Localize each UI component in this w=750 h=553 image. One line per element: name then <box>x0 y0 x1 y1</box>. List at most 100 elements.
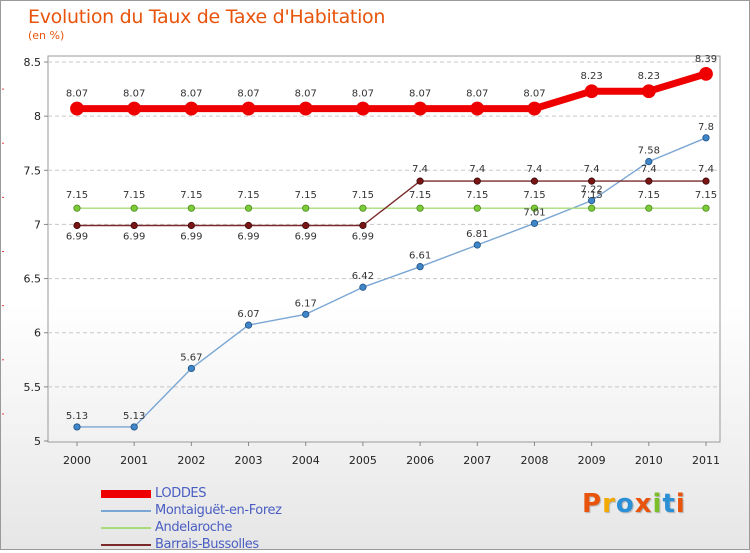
data-label-barrais: 7.4 <box>641 164 657 175</box>
data-label-montaiguet: 6.17 <box>295 298 317 309</box>
y-tick-label: 5.5 <box>24 381 42 394</box>
legend-swatch <box>101 526 151 529</box>
data-label-barrais: 6.99 <box>295 232 317 243</box>
data-point-andelaroche <box>244 204 253 212</box>
y-tick-label: 6.5 <box>24 273 42 286</box>
brand-logo: Proxiti <box>582 489 686 519</box>
data-point-barrais <box>588 177 596 185</box>
data-point-loddes <box>470 101 485 116</box>
data-label-loddes: 8.07 <box>180 89 202 100</box>
brand-letter: r <box>602 489 616 519</box>
data-point-montaiguet <box>73 423 81 431</box>
data-point-barrais <box>244 221 253 230</box>
data-label-andelaroche: 7.15 <box>352 190 374 201</box>
data-point-montaiguet <box>702 134 710 142</box>
data-point-loddes <box>584 84 599 99</box>
unit-label: (en %) <box>28 29 65 42</box>
legend-label: LODDES <box>155 486 207 501</box>
x-tick-label: 2001 <box>120 454 148 467</box>
data-label-loddes: 8.07 <box>352 89 374 100</box>
x-tick-label: 2002 <box>177 454 205 467</box>
data-point-andelaroche <box>645 204 653 212</box>
data-point-montaiguet <box>187 364 195 373</box>
data-point-barrais <box>416 177 424 185</box>
legend-swatch <box>101 509 151 512</box>
data-point-andelaroche <box>473 204 481 212</box>
legend: LODDES Montaiguët-en-Forez Andelaroche Barr… <box>101 485 361 553</box>
legend-swatch <box>101 489 151 498</box>
series-layer <box>70 67 713 431</box>
data-point-andelaroche <box>130 204 138 212</box>
brand-letter: x <box>634 489 653 519</box>
data-point-loddes <box>241 101 256 116</box>
data-label-loddes: 8.23 <box>581 71 603 82</box>
data-point-barrais <box>187 221 195 230</box>
data-point-loddes <box>527 101 542 116</box>
data-point-barrais <box>702 177 710 185</box>
data-label-montaiguet: 6.42 <box>352 271 374 282</box>
data-point-loddes <box>184 101 199 116</box>
chart-title: Evolution du Taux de Taxe d'Habitation <box>28 6 386 28</box>
brand-letter: i <box>652 489 663 519</box>
data-label-andelaroche: 7.15 <box>638 190 660 201</box>
data-point-andelaroche <box>302 204 310 212</box>
series-line-barrais <box>76 180 707 227</box>
data-point-montaiguet <box>244 321 253 329</box>
legend-item-montaiguet: Montaiguët-en-Forez <box>101 502 361 519</box>
data-label-loddes: 8.39 <box>695 54 717 65</box>
legend-item-barrais: Barrais-Bussolles <box>101 536 361 553</box>
data-label-barrais: 6.99 <box>180 232 202 243</box>
data-point-barrais <box>473 177 481 185</box>
legend-item-loddes: LODDES <box>101 485 361 502</box>
x-tick-label: 2006 <box>406 454 434 467</box>
data-label-montaiguet: 7.8 <box>698 122 714 133</box>
legend-label: Barrais-Bussolles <box>155 537 259 552</box>
data-label-andelaroche: 7.15 <box>695 190 717 201</box>
y-tick-label: 6 <box>34 327 41 340</box>
data-label-barrais: 6.99 <box>123 232 145 243</box>
data-label-loddes: 8.07 <box>66 89 88 100</box>
data-label-barrais: 7.4 <box>527 164 543 175</box>
series-line-loddes <box>73 70 710 113</box>
data-point-loddes <box>413 101 427 116</box>
data-label-loddes: 8.07 <box>523 89 545 100</box>
data-point-montaiguet <box>473 241 481 249</box>
data-point-montaiguet <box>530 219 539 227</box>
data-point-montaiguet <box>130 423 138 431</box>
data-label-barrais: 7.4 <box>698 164 714 175</box>
y-tick-label: 5 <box>34 435 41 448</box>
x-tick-label: 2007 <box>463 454 491 467</box>
x-tick-label: 2009 <box>578 454 606 467</box>
legend-item-andelaroche: Andelaroche <box>101 519 361 536</box>
data-point-montaiguet <box>359 283 367 291</box>
x-tick-label: 2003 <box>235 454 263 467</box>
x-tick-label: 2005 <box>349 454 377 467</box>
data-label-barrais: 6.99 <box>352 232 374 243</box>
data-label-andelaroche: 7.15 <box>237 190 259 201</box>
x-tick-label: 2004 <box>292 454 320 467</box>
data-label-andelaroche: 7.15 <box>123 190 145 201</box>
data-label-montaiguet: 6.61 <box>409 251 431 262</box>
data-point-loddes <box>127 101 142 116</box>
data-label-barrais: 6.99 <box>237 232 259 243</box>
data-label-montaiguet: 7.22 <box>581 185 603 196</box>
brand-letter: P <box>582 489 603 519</box>
data-point-andelaroche <box>530 204 539 212</box>
data-label-loddes: 8.07 <box>295 89 317 100</box>
data-label-loddes: 8.23 <box>638 71 660 82</box>
brand-letter: o <box>615 489 635 519</box>
y-tick-label: 7.5 <box>24 164 42 177</box>
legend-label: Andelaroche <box>155 520 232 535</box>
data-point-barrais <box>130 221 138 230</box>
y-tick-label: 7 <box>34 218 41 231</box>
data-point-loddes <box>641 84 656 99</box>
y-tick-label: 8.5 <box>24 56 42 69</box>
data-point-loddes <box>298 101 313 116</box>
data-label-andelaroche: 7.15 <box>409 190 431 201</box>
data-point-barrais <box>359 221 367 230</box>
data-point-barrais <box>73 221 81 230</box>
data-label-andelaroche: 7.15 <box>466 190 488 201</box>
